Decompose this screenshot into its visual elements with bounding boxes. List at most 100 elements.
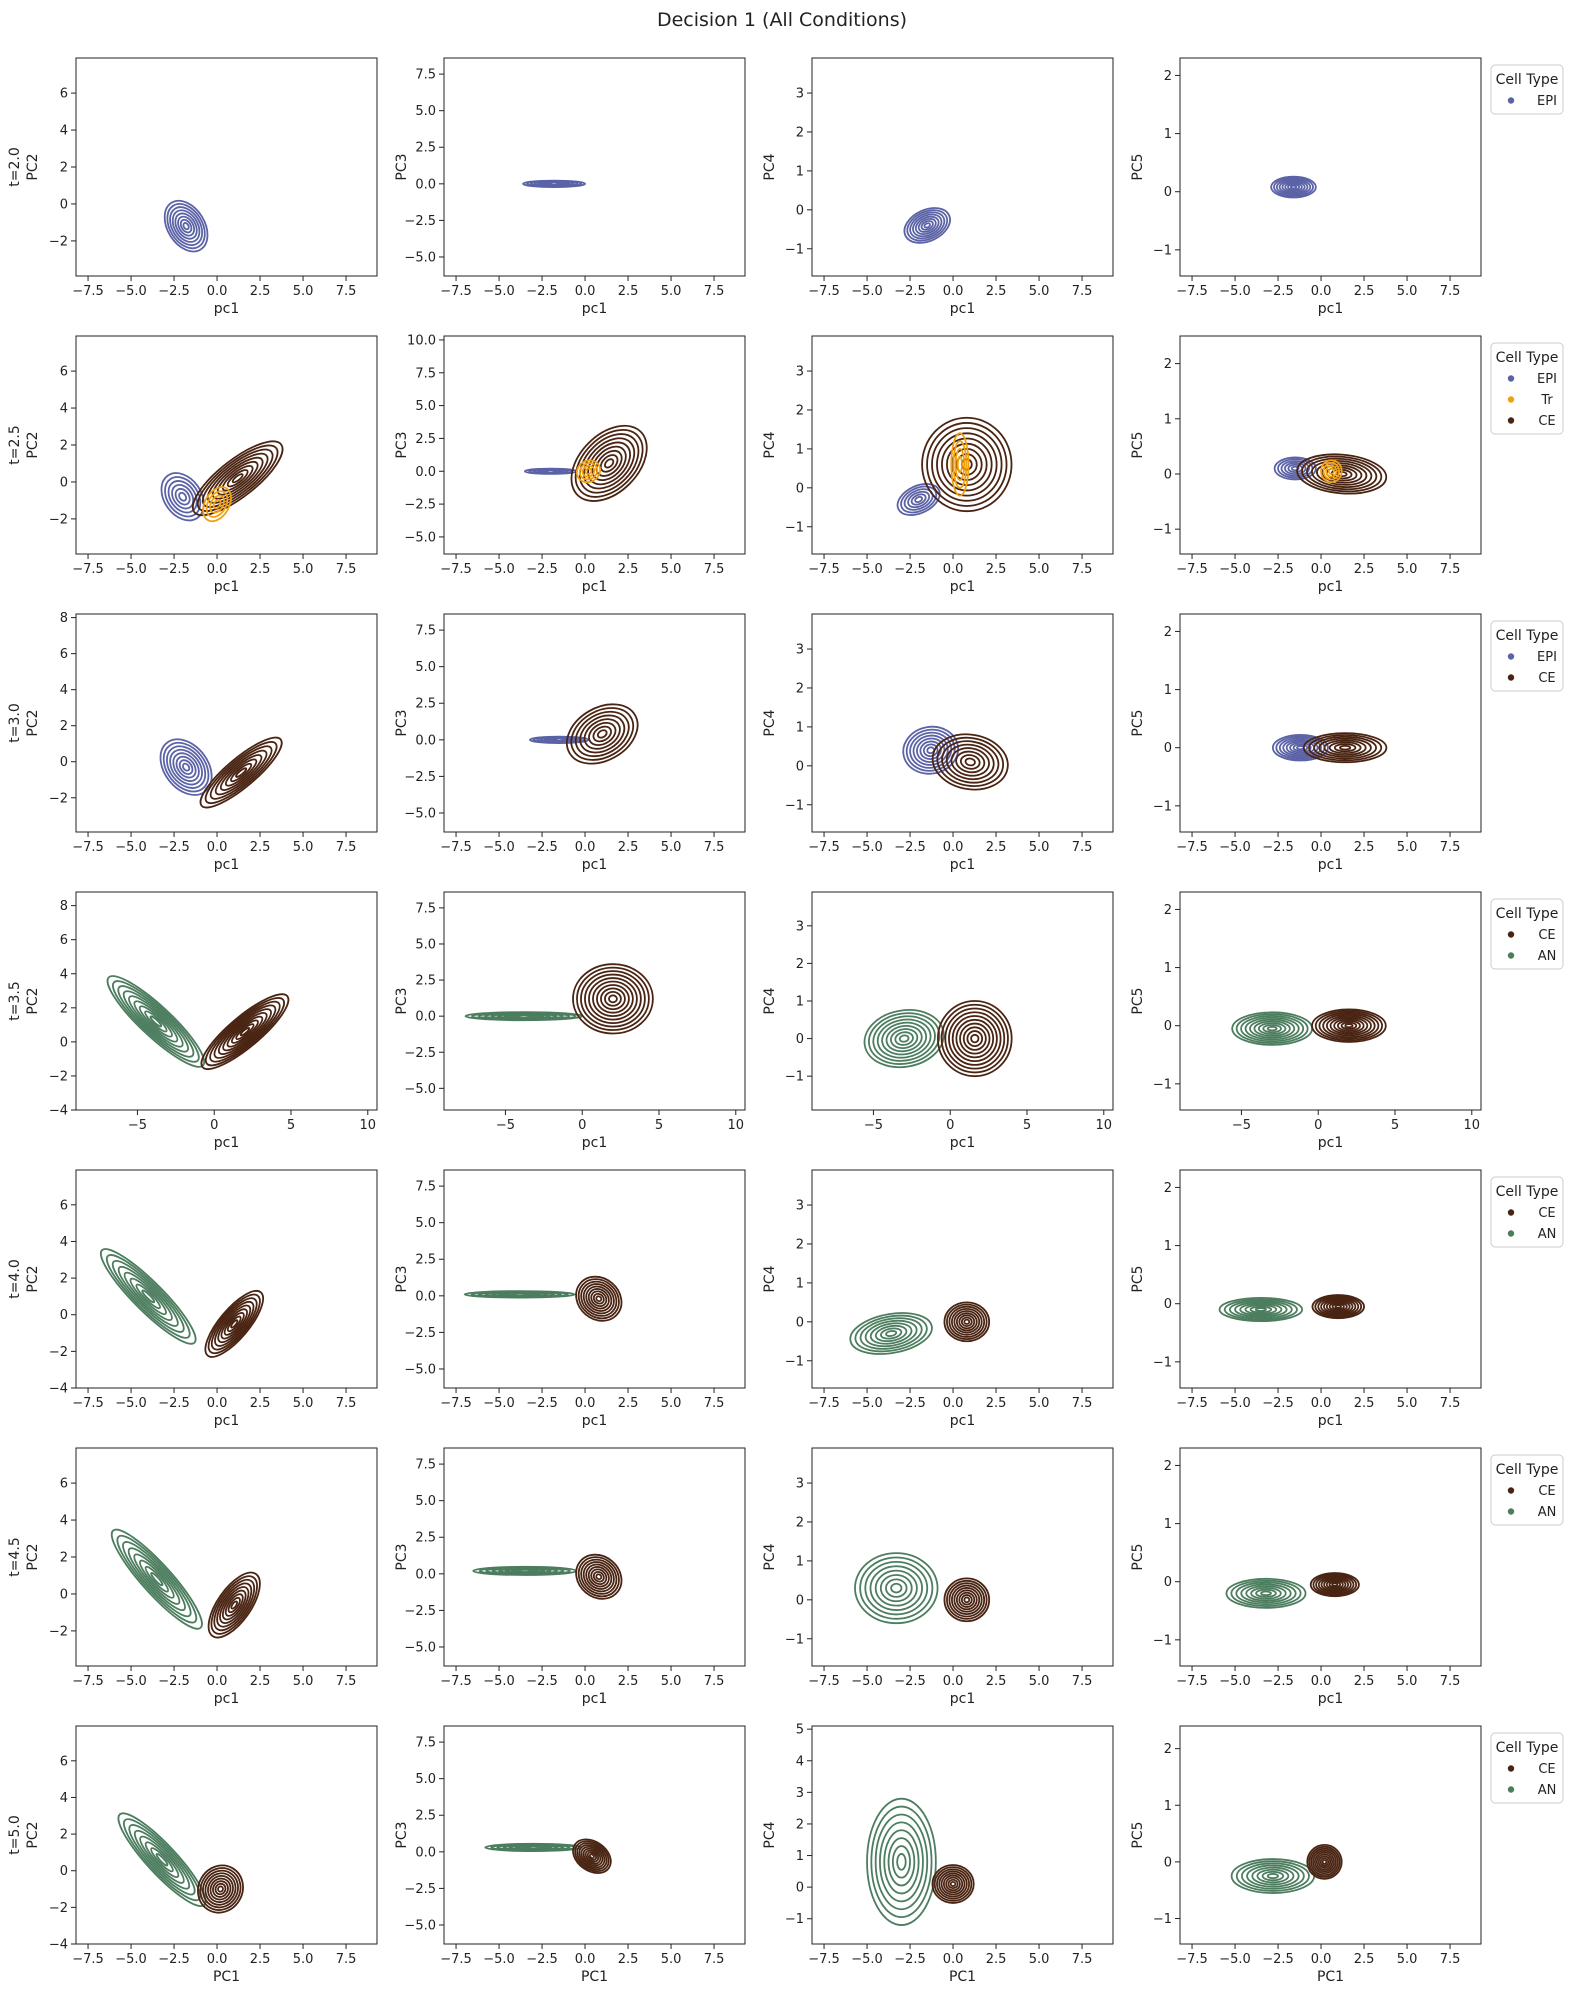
x-tick: −2.5: [158, 832, 190, 855]
y-axis-label: PC3: [394, 1821, 410, 1848]
contour-an-1: [1235, 1860, 1310, 1892]
contour-tr-0: [575, 459, 602, 484]
svg-text:−2.5: −2.5: [404, 1046, 436, 1061]
svg-text:−1: −1: [785, 798, 804, 813]
legend-item-an: AN: [1507, 1227, 1556, 1242]
x-tick: 7.5: [704, 1944, 724, 1967]
contour-ce-7: [1339, 744, 1352, 751]
contour-ce-7: [962, 1026, 987, 1051]
svg-text:2: 2: [796, 1237, 804, 1252]
x-tick: 2.5: [250, 1388, 270, 1411]
contour-an-3: [1246, 1864, 1300, 1888]
axes-frame: [1179, 891, 1482, 1111]
contour-epi-1: [164, 476, 202, 518]
y-tick: −5.0: [404, 530, 444, 545]
svg-text:5: 5: [287, 1118, 295, 1133]
contour-ce-2: [1310, 1847, 1339, 1877]
contour-ce-6: [1328, 1301, 1348, 1312]
svg-text:EPI: EPI: [1537, 94, 1557, 109]
contour-an-7: [885, 1330, 898, 1337]
svg-text:5.0: 5.0: [661, 1674, 682, 1689]
contour-ce-3: [216, 1582, 253, 1628]
contour-tr-3: [584, 467, 593, 475]
svg-text:0.0: 0.0: [207, 840, 228, 855]
svg-text:4: 4: [60, 402, 68, 417]
contour-an-0: [106, 975, 206, 1068]
axes-frame: [811, 1725, 1114, 1945]
contours: [529, 703, 639, 765]
x-tick: −5: [1232, 1110, 1251, 1133]
svg-text:2.5: 2.5: [618, 284, 639, 299]
contour-epi-5: [177, 215, 196, 237]
x-tick: 0.0: [207, 1944, 227, 1967]
y-tick: −1: [1153, 1077, 1180, 1092]
x-tick: 2.5: [1354, 1388, 1374, 1411]
svg-text:5.0: 5.0: [1029, 1674, 1050, 1689]
y-tick: 0.0: [415, 1567, 444, 1582]
svg-text:7.5: 7.5: [1440, 562, 1461, 577]
contours: [463, 1275, 623, 1322]
svg-text:−5.0: −5.0: [1219, 840, 1251, 855]
contour-ce-8: [595, 1573, 603, 1581]
contour-ce-4: [1320, 1577, 1350, 1592]
svg-text:−5.0: −5.0: [851, 840, 883, 855]
svg-text:7.5: 7.5: [1072, 840, 1093, 855]
row-label: t=3.5: [7, 981, 23, 1020]
svg-text:−2.5: −2.5: [1262, 1674, 1294, 1689]
y-tick: 2: [60, 439, 76, 454]
contour-an-7: [1254, 1307, 1267, 1312]
svg-text:−2: −2: [49, 791, 68, 806]
y-axis-label: PC4: [762, 709, 778, 736]
y-axis-label: PC3: [394, 987, 410, 1014]
contour-an-2: [1241, 1862, 1305, 1890]
svg-text:5.0: 5.0: [1397, 562, 1418, 577]
svg-text:6: 6: [60, 647, 68, 662]
contours: [1271, 732, 1388, 764]
y-tick: −4: [49, 1938, 76, 1953]
svg-text:7.5: 7.5: [1440, 1674, 1461, 1689]
x-tick: 2.5: [1354, 832, 1374, 855]
x-tick: −5.0: [483, 832, 515, 855]
x-tick: −7.5: [72, 1388, 104, 1411]
y-tick: −1: [785, 798, 812, 813]
y-tick: 2: [60, 1272, 76, 1287]
x-tick: −2.5: [526, 276, 558, 299]
contour-epi-5: [917, 217, 937, 233]
svg-text:0.0: 0.0: [1311, 562, 1332, 577]
axes-frame: [811, 891, 1114, 1111]
contour-ce-5: [955, 1312, 978, 1332]
contour-an-2: [111, 1259, 185, 1333]
y-tick: −1: [1153, 523, 1180, 538]
svg-text:−4: −4: [49, 1382, 68, 1397]
svg-text:AN: AN: [1538, 1783, 1557, 1798]
contour-an-4: [133, 1553, 181, 1605]
x-tick: 0.0: [943, 276, 963, 299]
svg-text:10: 10: [1464, 1118, 1481, 1133]
svg-text:0.0: 0.0: [207, 1396, 228, 1411]
svg-text:−5: −5: [496, 1118, 515, 1133]
contour-an-5: [1253, 1020, 1291, 1037]
svg-text:−5.0: −5.0: [404, 1362, 436, 1377]
y-tick: 6: [60, 365, 76, 380]
x-tick: 5.0: [1029, 276, 1049, 299]
contour-epi-6: [1287, 183, 1301, 191]
x-tick: 5: [655, 1110, 663, 1133]
svg-text:0.0: 0.0: [1311, 840, 1332, 855]
svg-text:EPI: EPI: [1537, 650, 1557, 665]
y-axis-label: PC2: [25, 431, 41, 458]
svg-text:−2.5: −2.5: [526, 284, 558, 299]
svg-text:7.5: 7.5: [336, 1952, 357, 1967]
x-tick: 7.5: [1072, 1388, 1092, 1411]
x-tick: −5.0: [851, 832, 883, 855]
contour-ce-9: [1344, 1023, 1354, 1029]
svg-text:2.5: 2.5: [250, 840, 271, 855]
x-axis-label: pc1: [1318, 579, 1344, 595]
svg-text:−5.0: −5.0: [404, 530, 436, 545]
contour-tr-1: [1322, 462, 1340, 481]
x-tick: −7.5: [72, 1944, 104, 1967]
y-axis-label: PC5: [1130, 1543, 1146, 1570]
contour-ce-0: [1311, 1008, 1387, 1043]
contour-ce-6: [223, 1311, 245, 1336]
svg-text:−5.0: −5.0: [404, 806, 436, 821]
contour-ce-4: [953, 1310, 981, 1334]
